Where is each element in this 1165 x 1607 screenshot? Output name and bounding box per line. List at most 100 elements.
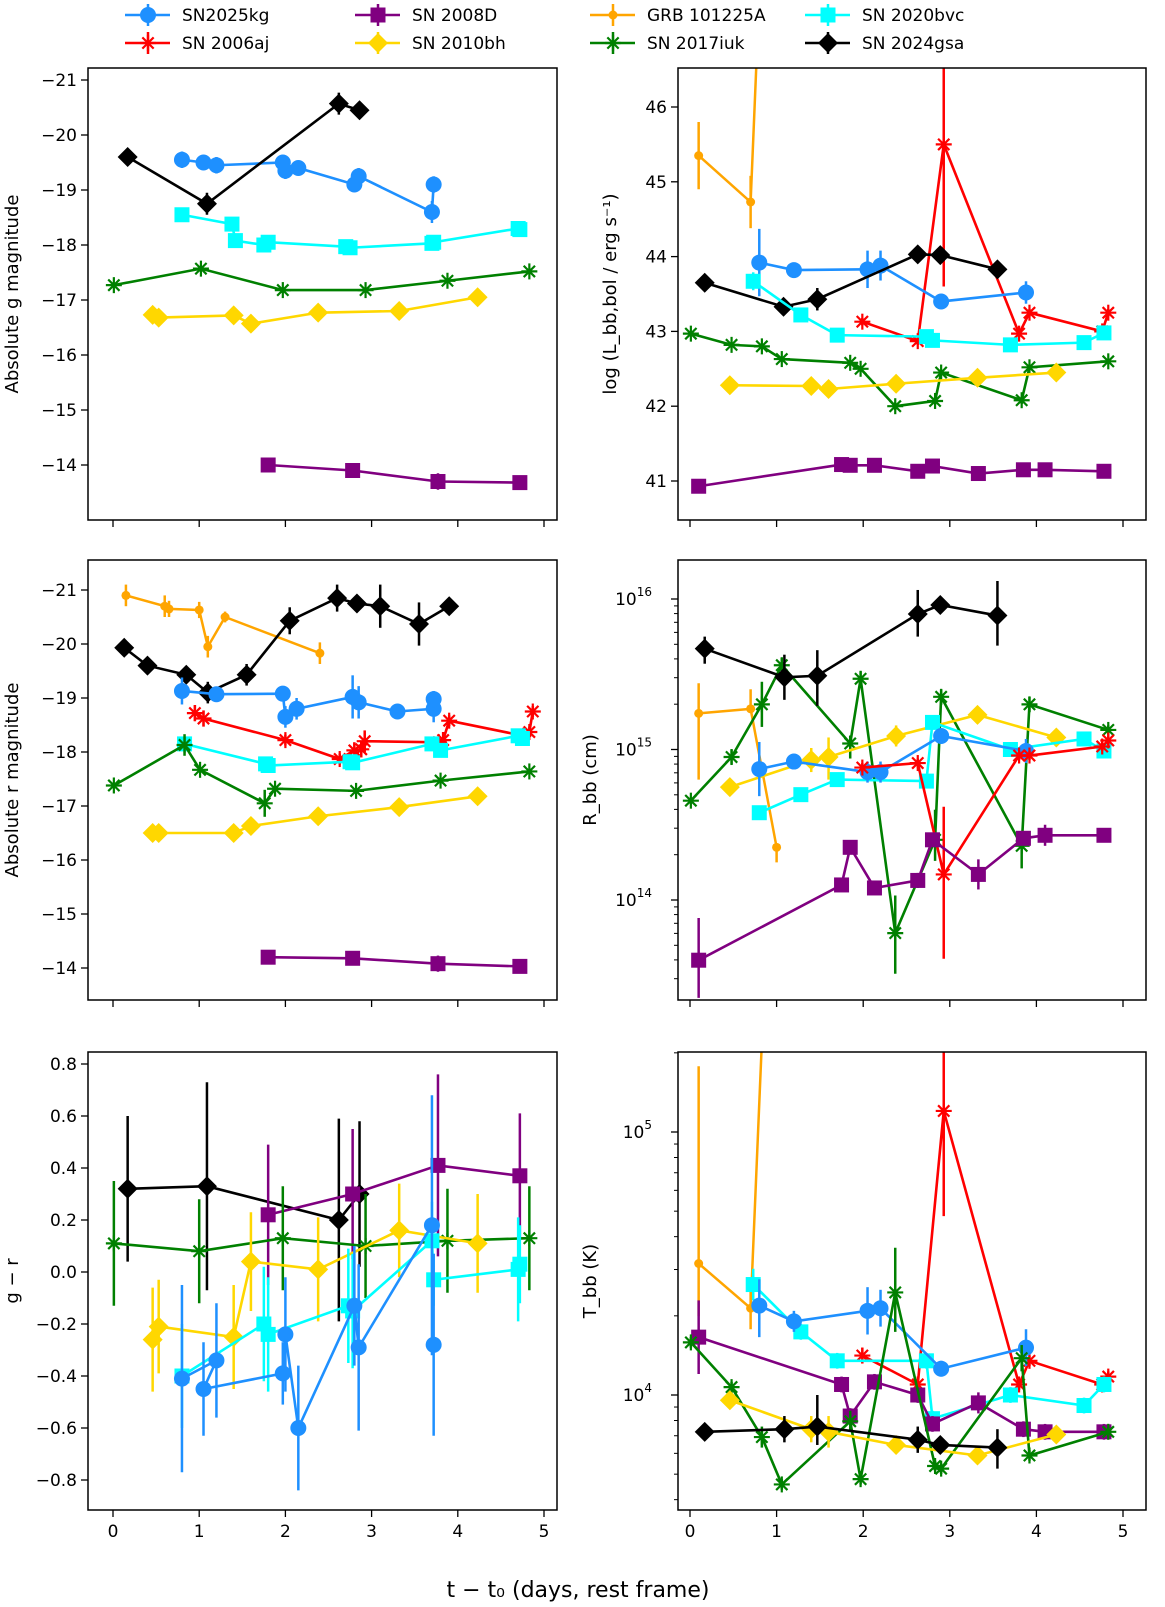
data-point [173,682,190,699]
data-point [907,604,928,625]
data-point [512,1256,528,1272]
series-line [697,68,758,205]
plot-area [105,92,538,491]
data-point [425,691,442,708]
data-point [279,610,300,631]
series-sn-2017iuk [105,734,538,817]
data-point [807,289,828,310]
data-point [1096,1376,1112,1392]
data-point [521,263,538,280]
data-point [114,637,135,658]
y-axis-label: log (L_bb,bol / erg s⁻¹) [600,193,621,394]
data-point [842,735,859,752]
data-point [349,100,370,121]
data-point [346,593,367,614]
data-point [105,777,122,794]
data-point [987,259,1008,280]
data-point [195,154,212,171]
data-point [829,327,845,343]
data-point [328,93,349,114]
axes-frame [677,559,1147,1001]
data-point [223,305,244,326]
y-tick-label: −0.6 [36,1419,77,1439]
panels: −21 −20 −19 −18 −17 −16 −15 −14 Absolute g magni… [2,67,1147,1542]
series-grb-101225a [694,68,758,229]
x-tick-label: 2 [858,1522,869,1542]
legend-label: SN 2006aj [182,34,269,54]
data-point [886,725,907,746]
data-point [274,282,291,299]
series-sn-2024gsa [694,1395,1008,1469]
data-point [514,731,530,746]
data-point [907,1429,928,1450]
data-point [277,162,294,179]
y-tick-label: −19 [41,689,77,709]
data-point [277,708,294,725]
series-line [126,102,360,206]
series-sn-2020bvc [177,728,530,773]
panel-r: −21 −20 −19 −18 −17 −16 −15 −14 Absolute r magni… [2,559,558,1007]
series-sn-2024gsa [694,580,1008,706]
data-point [1096,325,1112,341]
data-point [694,1259,704,1268]
data-point [785,262,802,279]
data-point [220,612,230,622]
data-point [441,712,458,729]
data-point [930,595,951,616]
data-point [933,688,950,705]
data-point [719,375,740,396]
data-point [439,596,460,617]
legend-marker-icon [820,7,836,23]
data-point [430,956,446,972]
series-line [113,267,530,292]
data-point [719,777,740,798]
data-point [751,761,768,778]
y-tick-label: −17 [41,291,77,311]
data-point [389,797,410,818]
series-sn2025kg [173,675,442,728]
data-point [866,880,882,896]
x-tick-label: 4 [452,1522,463,1542]
data-point [240,1251,261,1272]
data-point [694,151,704,161]
data-point [1002,1387,1018,1403]
legend-entry: SN 2010bh [355,32,506,54]
series-line [689,1292,1109,1487]
data-point [409,614,430,635]
series-line [267,1164,521,1217]
data-point [829,1353,845,1369]
data-point [967,704,988,725]
data-point [935,1102,952,1119]
data-point [370,596,391,617]
legend-label: SN 2008D [412,6,497,26]
series-sn-2020bvc [174,207,528,256]
data-point [1046,362,1067,383]
data-point [924,332,940,348]
y-tick-label: 0.6 [50,1107,77,1127]
x-tick-label: 1 [194,1522,205,1542]
y-tick-label: −20 [41,635,77,655]
data-point [512,475,528,491]
data-point [260,1207,276,1223]
data-point [933,364,950,381]
legend-label: SN 2017iuk [647,34,745,54]
data-point [308,806,329,827]
y-tick-label: −21 [41,71,77,91]
series-line [123,596,450,695]
data-point [164,604,174,614]
data-point [290,1420,307,1436]
data-point [194,605,204,615]
data-point [930,245,951,266]
data-point [801,376,822,397]
data-point [426,234,442,250]
series-grb-101225a [121,584,325,664]
data-point [773,296,794,317]
data-point [277,732,294,749]
y-tick-label: −21 [41,581,77,601]
series-line [698,1335,1104,1434]
data-point [342,240,358,256]
data-point [927,392,944,409]
y-axis-label: Absolute r magnitude [2,683,23,878]
data-point [719,1390,740,1411]
series-line [704,253,998,309]
